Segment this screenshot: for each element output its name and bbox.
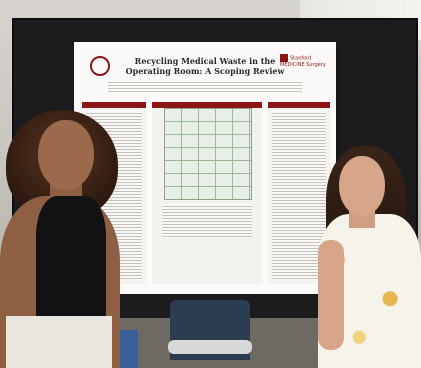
person-left-face [38,120,94,190]
poster-authors [108,80,302,92]
poster-section-header [152,102,262,108]
background-person-jeans [116,330,138,368]
person-right-face [339,156,385,216]
stanford-block-s-icon [280,54,288,62]
stanford-surgery-logo: Stanford MEDICINE Surgery [280,54,326,68]
poster-column-right [268,102,330,284]
stanford-seal-icon [90,56,110,76]
person-left-black-top [36,196,106,328]
poster-results-table [164,108,252,200]
poster-text-block [272,111,326,280]
person-right-arm [318,240,344,350]
poster-section-header [268,102,330,108]
poster-section-header [82,102,146,108]
poster-text-block [162,204,252,238]
poster-title: Recycling Medical Waste in the Operating… [125,56,285,76]
person-left-white-pants [6,316,112,368]
poster-column-center-bottom [158,202,256,242]
poster-table-grid [165,109,251,199]
background-person-shoes [168,340,252,354]
research-poster: Recycling Medical Waste in the Operating… [74,42,336,294]
stanford-logo-text: Stanford MEDICINE Surgery [280,55,326,68]
